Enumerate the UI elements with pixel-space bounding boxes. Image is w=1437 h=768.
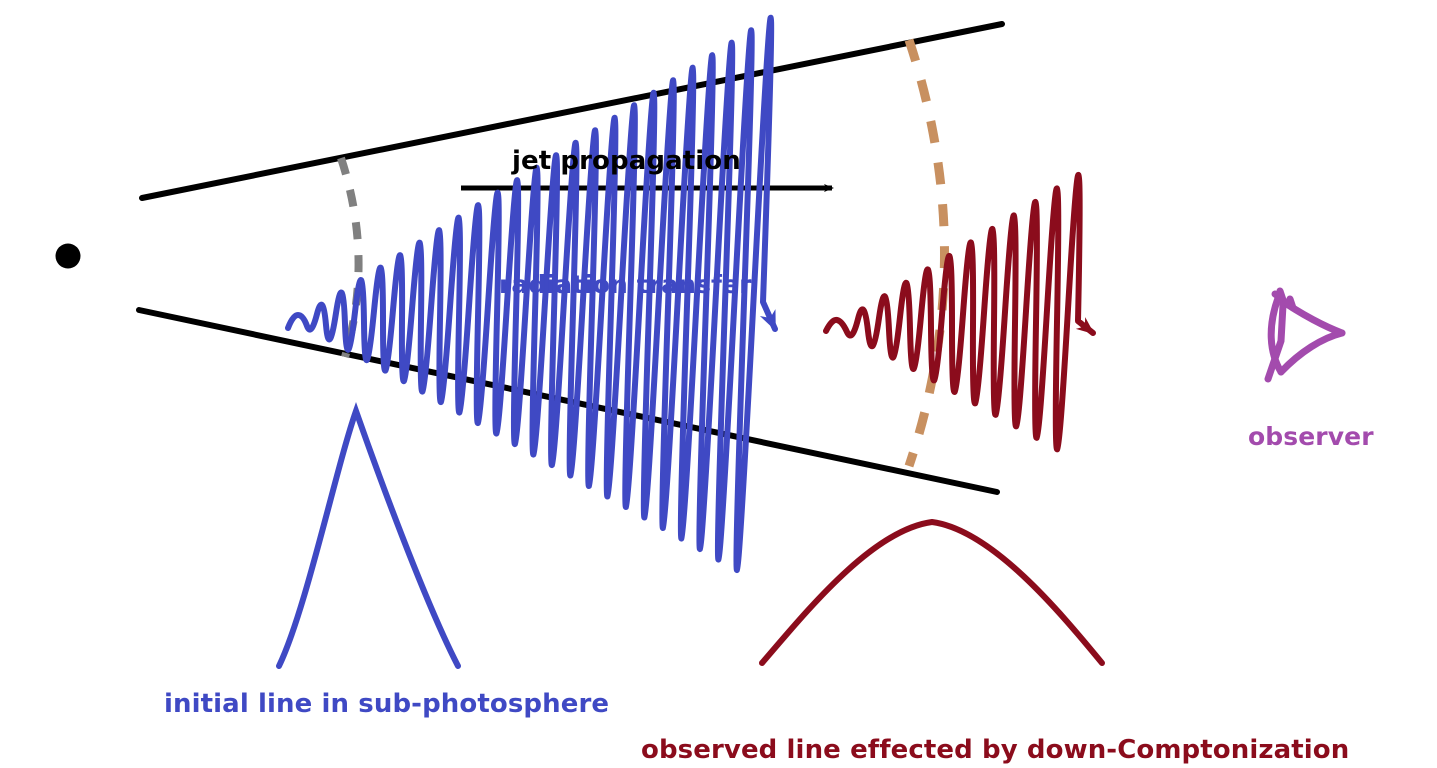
- red-wavy-arrow-icon: [823, 172, 1096, 453]
- jet-propagation-label: jet propagation: [512, 146, 741, 176]
- telescope-icon: [1264, 287, 1346, 383]
- observed-line-label-line1: observed line effected by down-Comptoniz…: [641, 734, 1350, 765]
- observer-label: observer: [1248, 422, 1374, 451]
- initial-line-profile-curve: [276, 401, 461, 669]
- observed-line-profile-curve: [759, 518, 1105, 666]
- radiation-transfer-label: radiation transfer: [499, 270, 752, 299]
- black-dot-icon: [55, 243, 81, 269]
- blue-wavy-arrow-icon: [285, 14, 778, 573]
- observed-line-label: observed line effected by down-Comptoniz…: [641, 676, 1350, 768]
- jet-boundary-upper: [139, 21, 1005, 201]
- outer-photosphere-arc: [904, 38, 949, 468]
- initial-line-label: initial line in sub-photosphere: [164, 689, 610, 719]
